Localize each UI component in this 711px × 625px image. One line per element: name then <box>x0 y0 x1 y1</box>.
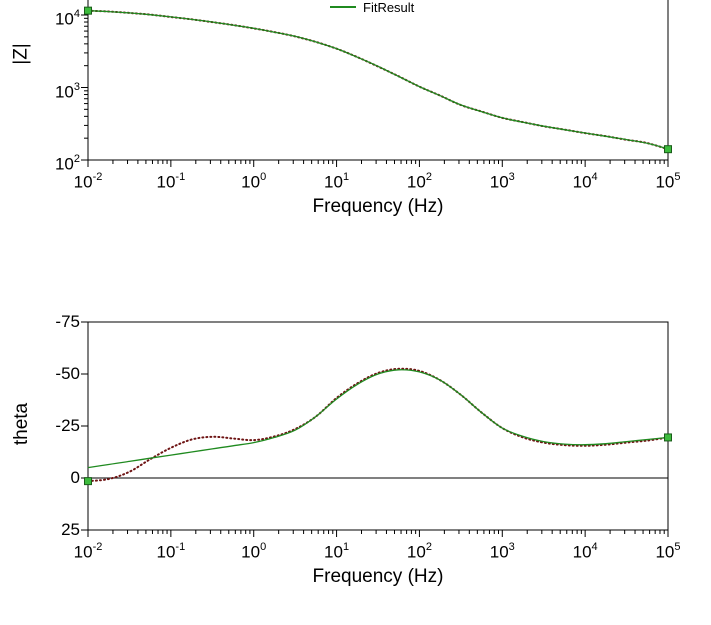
y-tick-label: 102 <box>54 153 80 174</box>
fit-line-swatch <box>330 6 356 8</box>
x-tick-label: 105 <box>655 171 681 192</box>
endpoint-marker <box>664 145 672 154</box>
endpoint-marker <box>664 433 672 442</box>
x-tick-label: 103 <box>489 541 515 562</box>
frequency-axis-title-bottom: Frequency (Hz) <box>312 566 444 587</box>
y-tick-label: 104 <box>54 8 80 29</box>
data-series-path <box>87 9 669 151</box>
impedance-magnitude-plot-area <box>81 0 672 167</box>
x-tick-label: 101 <box>324 171 350 192</box>
x-tick-label: 102 <box>406 171 432 192</box>
fit-series-path <box>87 369 669 469</box>
fit-series-path <box>87 9 669 150</box>
y-tick-label: 103 <box>54 80 80 102</box>
x-tick-label: 10-2 <box>73 541 103 562</box>
plot-border <box>87 321 669 531</box>
fit-legend-label: FitResult <box>363 0 415 15</box>
endpoint-marker <box>84 477 92 486</box>
data-series-path <box>87 367 669 483</box>
x-tick-label: 104 <box>572 541 598 562</box>
x-tick-label: 103 <box>489 171 515 192</box>
x-tick-label: 10-1 <box>156 541 186 562</box>
y-tick-label: -50 <box>55 364 80 383</box>
y-tick-label: 25 <box>61 520 80 539</box>
y-tick-label: 0 <box>70 468 80 487</box>
y-tick-label: -25 <box>55 416 80 435</box>
phase-angle-plot-area <box>81 321 672 537</box>
x-tick-label: 104 <box>572 171 598 192</box>
x-tick-label: 100 <box>241 541 267 562</box>
x-tick-label: 100 <box>241 171 267 192</box>
y-tick-label: -75 <box>55 312 80 331</box>
endpoint-marker <box>84 6 92 15</box>
fit-result-legend: FitResult <box>330 0 414 16</box>
z-magnitude-axis-title-text: |Z| <box>10 43 32 65</box>
x-tick-label: 10-1 <box>156 171 186 192</box>
x-tick-label: 102 <box>406 541 432 562</box>
x-tick-label: 101 <box>324 541 350 562</box>
frequency-axis-title-top: Frequency (Hz) <box>312 196 444 217</box>
x-tick-label: 10-2 <box>73 171 103 192</box>
x-tick-label: 105 <box>655 541 681 562</box>
